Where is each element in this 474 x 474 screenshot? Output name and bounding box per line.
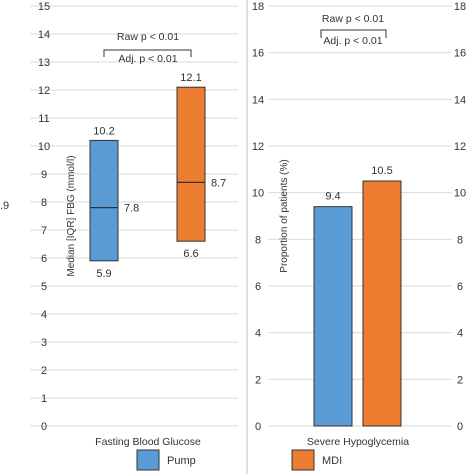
y-tick-label: 2 (41, 365, 47, 377)
y-tick-label-right: 14 (454, 94, 466, 106)
q3-label: 12.1 (180, 72, 201, 84)
y-tick-label: 15 (38, 1, 50, 13)
legend-label-pump: Pump (167, 455, 196, 467)
y-tick-label: 13 (38, 57, 50, 69)
y-tick-label-left: 10 (252, 188, 264, 200)
iqr-box-pump (89, 139, 119, 262)
y-tick-label: 4 (41, 309, 47, 321)
y-tick-label-left: 6 (255, 281, 261, 293)
median-label: 8.7 (211, 177, 226, 189)
legend-swatch-mdi (291, 449, 315, 471)
q1-label: 6.6 (183, 248, 198, 260)
annotation-raw-p: Raw p < 0.01 (322, 13, 384, 25)
y-tick-label-right: 18 (454, 1, 466, 13)
y-tick-label-right: 0 (457, 421, 463, 433)
y-tick-label-right: 4 (457, 328, 463, 340)
y-tick-label: 1 (41, 393, 47, 405)
y-tick-label-left: 18 (252, 1, 264, 13)
y-tick-label-right: 12 (454, 141, 466, 153)
y-tick-label: 0 (41, 421, 47, 433)
y-tick-label: 11 (38, 113, 49, 125)
bar-pump (313, 206, 353, 427)
iqr-box-mdi (176, 86, 206, 242)
y-tick-label: 5 (41, 281, 47, 293)
x-axis-label: Severe Hypoglycemia (307, 436, 409, 448)
y-tick-label: 6 (41, 253, 47, 265)
y-tick-label-right: 2 (457, 374, 463, 386)
y-tick-label-left: 0 (255, 421, 261, 433)
median-label: 7.8 (124, 203, 139, 215)
y-tick-label: 14 (38, 29, 50, 41)
y-tick-label: 8 (41, 197, 47, 209)
bar-value-label: 9.4 (325, 191, 340, 203)
y-tick-label: 7 (41, 225, 47, 237)
legend: Pump MDI (136, 449, 342, 471)
y-tick-label-left: 2 (255, 374, 261, 386)
y-tick-label-left: 14 (252, 94, 264, 106)
significance-bracket (320, 29, 387, 38)
y-tick-label-right: 10 (454, 188, 466, 200)
y-tick-label: 12 (38, 85, 50, 97)
annotation-adj-p: Adj. p < 0.01 (118, 53, 177, 65)
y-tick-label-left: 16 (252, 48, 264, 60)
y-tick-label: 3 (41, 337, 47, 349)
y-tick-label-left: 8 (255, 234, 261, 246)
x-axis-label: Fasting Blood Glucose (95, 436, 201, 448)
y-tick-label-left: 12 (252, 141, 264, 153)
hypoglycemia-chart: 0 0 2 2 4 4 6 6 8 8 10 10 12 12 14 14 16 16 18 18 Proportion… (246, 0, 466, 474)
edge-label: .9 (0, 200, 9, 212)
legend-swatch-pump (136, 449, 160, 471)
q3-label: 10.2 (93, 125, 114, 137)
legend-label-mdi: MDI (322, 455, 342, 467)
y-tick-label-right: 6 (457, 281, 463, 293)
annotation-adj-p: Adj. p < 0.01 (323, 35, 382, 47)
significance-bracket (103, 49, 192, 57)
y-axis-label: Median [IQR] FBG (mmol/l) (66, 155, 77, 276)
y-tick-label-right: 16 (454, 48, 466, 60)
q1-label: 5.9 (96, 268, 111, 280)
y-axis-label: Proportion of patients (%) (279, 159, 290, 272)
y-tick-label-right: 8 (457, 234, 463, 246)
y-tick-label: 9 (41, 169, 47, 181)
annotation-raw-p: Raw p < 0.01 (117, 31, 179, 43)
y-tick-label-left: 4 (255, 328, 261, 340)
y-tick-label: 10 (38, 141, 50, 153)
bar-value-label: 10.5 (371, 165, 392, 177)
bar-mdi (362, 180, 402, 427)
